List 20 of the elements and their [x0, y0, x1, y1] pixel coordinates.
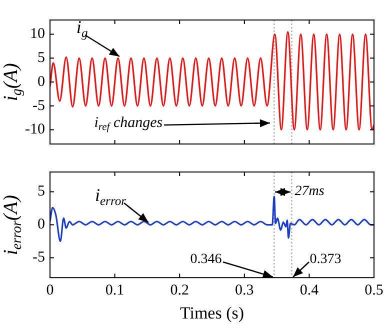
y-tick-label: 5	[38, 184, 45, 200]
y-tick-label: 5	[38, 50, 45, 66]
annotation: i$_{error}$	[94, 185, 126, 208]
x-tick-label: 0.4	[300, 282, 320, 299]
annotation: i$_{ref}$ changes	[94, 114, 163, 134]
x-tick-label: 0.1	[105, 282, 124, 299]
y-tick-label: 10	[30, 26, 45, 42]
x-tick-label: 0.3	[235, 282, 254, 299]
x-axis-title: Times (s)	[180, 303, 244, 322]
annotation: 27ms	[294, 184, 324, 199]
y-tick-label: -5	[32, 98, 45, 114]
y-tick-label: -5	[32, 250, 45, 266]
ref-line-label: 0.373	[310, 252, 342, 267]
y-tick-label: 0	[38, 216, 45, 233]
x-tick-label: 0.5	[364, 282, 384, 299]
y-tick-label: 0	[38, 74, 45, 90]
y-tick-label: -10	[25, 122, 45, 138]
annotation: i$_{g}$	[76, 16, 88, 40]
x-tick-label: 0.2	[170, 282, 189, 299]
ref-line-label: 0.346	[190, 252, 222, 267]
